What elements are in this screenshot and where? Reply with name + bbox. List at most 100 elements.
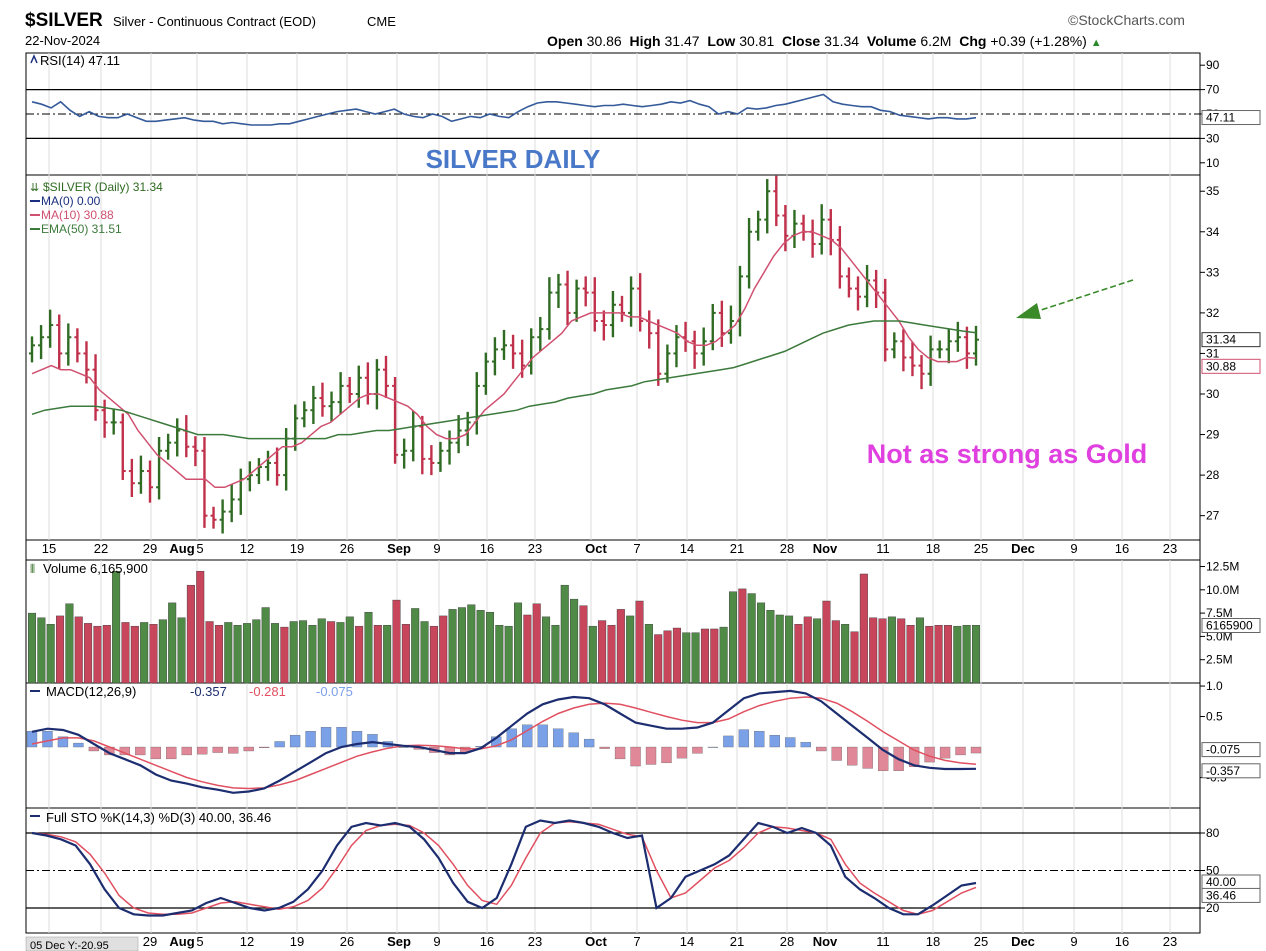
volume-bar	[345, 616, 354, 684]
price-tick-label: 28	[1206, 468, 1220, 482]
volume-bar	[411, 608, 420, 684]
volume-bar	[972, 625, 981, 684]
price-tick-label: 30	[1206, 387, 1220, 401]
rsi-value-label-box	[1201, 110, 1261, 126]
xaxis-tick-label: 9	[433, 541, 440, 556]
volume-bar	[691, 632, 700, 684]
volume-bar	[962, 625, 971, 684]
macd-histogram-bar	[769, 734, 780, 748]
xaxis-tick-label: Nov	[813, 541, 838, 556]
volume-tick-label: 10.0M	[1206, 583, 1239, 597]
volume-bar	[794, 624, 803, 684]
macd-value-label: -0.357	[1206, 764, 1240, 778]
volume-bar	[121, 622, 130, 684]
volume-bar	[457, 607, 466, 684]
volume-bar	[214, 625, 223, 684]
volume-bar	[934, 625, 943, 684]
rsi-line	[31, 93, 977, 126]
stoch-k-line	[31, 819, 977, 917]
macd-histogram-bar	[258, 746, 270, 748]
volume-bar	[682, 632, 691, 684]
price-tick-label: 29	[1206, 428, 1220, 442]
volume-bar	[897, 618, 906, 684]
volume-bar	[626, 615, 635, 684]
stoch-tick-label: 50	[1206, 864, 1220, 878]
ohlc-summary: Open 30.86 High 31.47 Low 30.81 Close 31…	[547, 33, 1102, 49]
xaxis-tick-label: 14	[680, 541, 694, 556]
macd-histogram-bar	[212, 746, 223, 753]
xaxis-tick-label: 18	[926, 934, 940, 949]
xaxis-tick-label: 9	[1070, 934, 1077, 949]
macd-histogram-bar	[228, 746, 239, 754]
xaxis-tick-label: Dec	[1011, 934, 1035, 949]
macd-tick-label: 0.5	[1206, 710, 1223, 724]
macd-histogram-bar	[166, 746, 177, 760]
volume-bar	[158, 619, 167, 684]
volume-bar	[112, 570, 121, 684]
volume-bar	[252, 619, 261, 684]
macd-histogram-bar	[553, 728, 564, 748]
xaxis-tick-label: Sep	[387, 541, 411, 556]
price-tick-label: 31	[1206, 346, 1220, 360]
xaxis-tick-label: 11	[876, 934, 890, 949]
volume-bar	[355, 625, 364, 684]
volume-bar	[906, 625, 915, 684]
macd-value-label-box	[1201, 763, 1261, 779]
rsi-tick-label: 90	[1206, 58, 1220, 72]
xaxis-tick-label: Nov	[813, 934, 838, 949]
volume-bar	[327, 621, 336, 684]
volume-bar	[56, 615, 65, 684]
volume-bar	[467, 604, 476, 684]
macd-histogram-bar	[73, 742, 84, 748]
volume-bar	[869, 617, 878, 684]
xaxis-tick-label: 21	[730, 541, 744, 556]
volume-bar	[168, 602, 177, 684]
volume-bar	[747, 593, 756, 684]
copyright-icon: ©	[1068, 12, 1079, 28]
volume-legend: Volume 6,165,900	[43, 561, 148, 576]
silver-daily-annotation: SILVER DAILY	[426, 144, 601, 174]
volume-bar	[803, 616, 812, 684]
xaxis-tick-label: 16	[480, 934, 494, 949]
xaxis-tick-label: 5	[196, 934, 203, 949]
stoch-tick-label: 80	[1206, 826, 1220, 840]
volume-bar	[579, 605, 588, 684]
macd-histogram-bar	[88, 746, 100, 752]
macd-histogram-bar	[583, 738, 595, 748]
close-value-label: 31.34	[1206, 333, 1236, 347]
exchange-label: CME	[367, 14, 396, 29]
volume-bar	[915, 617, 924, 684]
ma10-value-label-box	[1201, 358, 1261, 374]
macd-histogram-bar	[831, 746, 842, 761]
xaxis-tick-label: 26	[340, 934, 354, 949]
volume-bar	[448, 609, 457, 684]
xaxis-tick-label: 22	[94, 541, 108, 556]
volume-bar	[757, 602, 766, 684]
ma10-line	[31, 231, 977, 489]
macd-histogram-bar	[908, 746, 920, 767]
volume-bar	[654, 634, 663, 684]
volume-bar	[663, 630, 672, 684]
xaxis-tick-label: 25	[974, 541, 988, 556]
macd-histogram-bar	[320, 727, 332, 748]
macd-histogram-bar	[336, 727, 347, 748]
price-legend-entry: EMA(50) 31.51	[41, 222, 122, 236]
macd-histogram-bar	[522, 724, 533, 748]
macd-histogram-bar	[197, 746, 208, 755]
xaxis-tick-label: 14	[680, 934, 694, 949]
macd-histogram-bar	[661, 746, 672, 764]
xaxis-tick-label: 5	[196, 541, 203, 556]
macd-legend-signal-value: -0.281	[249, 684, 286, 699]
xaxis-tick-label: 19	[290, 541, 304, 556]
volume-bar	[224, 622, 233, 684]
volume-bar	[822, 600, 831, 684]
xaxis-tick-label: 23	[1163, 541, 1177, 556]
status-readout: 05 Dec Y:-20.95	[30, 940, 109, 951]
xaxis-tick-label: Sep	[387, 934, 411, 949]
volume-bar	[850, 631, 859, 684]
volume-bar	[700, 628, 709, 684]
volume-bar	[532, 603, 541, 684]
xaxis-tick-label: 23	[1163, 934, 1177, 949]
volume-bar	[504, 625, 513, 684]
macd-histogram-bar	[599, 746, 610, 749]
